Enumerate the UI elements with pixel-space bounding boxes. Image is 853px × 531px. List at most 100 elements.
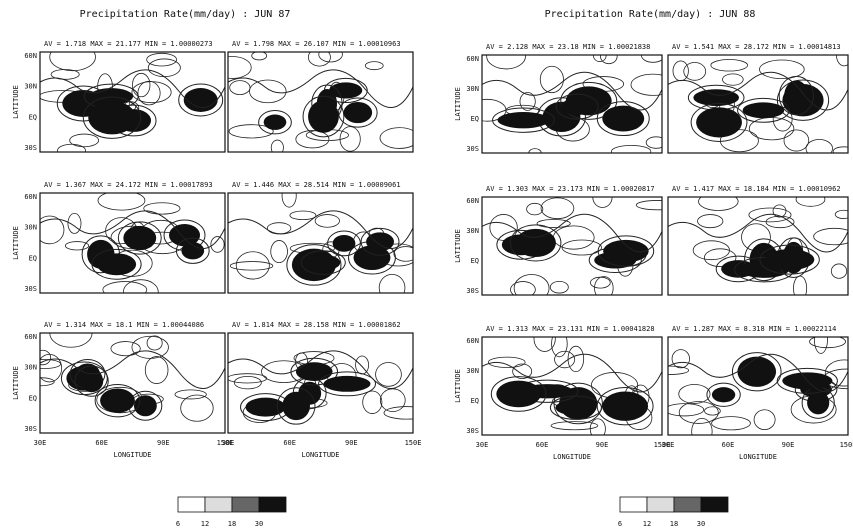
contour-line [338, 97, 378, 128]
y-tick-label: 30N [24, 83, 37, 91]
contour-line [57, 143, 86, 152]
contour-line [229, 80, 251, 95]
contour-line [776, 367, 838, 394]
contour-line [567, 345, 585, 373]
contour-line [551, 337, 568, 358]
contour-line [672, 60, 689, 82]
panel-frame [667, 196, 849, 296]
contour-line [737, 97, 790, 123]
rain-area [602, 391, 649, 421]
contour-line [144, 356, 169, 384]
contour-line [510, 281, 536, 295]
rain-area [183, 88, 218, 112]
y-tick-label: 60N [466, 337, 479, 345]
contour-line [110, 341, 141, 357]
y-tick-label: EQ [471, 115, 479, 123]
contour-line [692, 240, 730, 261]
contour-line [82, 96, 142, 139]
x-tick-label: 150E [840, 441, 853, 449]
rain-area [88, 100, 136, 135]
colorbar-swatch [619, 496, 648, 513]
contour-map [40, 52, 225, 152]
rain-area [366, 232, 395, 252]
contour-line [549, 395, 602, 420]
y-axis-label: LATITUDE [12, 226, 20, 260]
contour-line [698, 197, 739, 211]
contour-line [539, 65, 564, 94]
rain-area [245, 397, 286, 417]
rain-area [263, 114, 287, 130]
panel-frame [39, 51, 226, 153]
rain-area [79, 369, 104, 393]
contour-line [40, 358, 62, 370]
contour-line [550, 421, 599, 431]
figure-title: Precipitation Rate(mm/day) : JUN 88 [545, 9, 756, 20]
panel-header: AV = 1.287 MAX = 8.318 MIN = 1.00022114 [672, 325, 836, 333]
rain-area [711, 387, 736, 403]
contours [40, 193, 225, 293]
contours [668, 55, 848, 153]
contour-line [178, 83, 224, 117]
y-axis-label: LATITUDE [12, 366, 20, 400]
x-tick-label: 90E [782, 441, 795, 449]
contour-line [513, 274, 550, 295]
contour-line [362, 390, 383, 414]
rain-area [497, 112, 550, 129]
contours [482, 55, 662, 153]
contour-line [553, 382, 603, 425]
contour-map [228, 52, 413, 152]
contour-line [813, 337, 828, 354]
x-tick-label: 60E [722, 441, 735, 449]
panel-header: AV = 2.128 MAX = 23.18 MIN = 1.00021838 [486, 43, 650, 51]
contour-line [549, 280, 569, 294]
colorbar-swatch [177, 496, 206, 513]
contour-line [554, 350, 576, 369]
contour-line [360, 227, 400, 256]
contour-line [97, 193, 146, 211]
contour-line [704, 406, 721, 416]
contour-map [668, 337, 848, 435]
panel-header: AV = 1.446 MAX = 28.514 MIN = 1.00009061 [232, 181, 401, 189]
contour-line [174, 389, 207, 400]
contour-map [668, 55, 848, 153]
y-tick-label: 30S [466, 145, 479, 153]
rain-area [343, 101, 373, 124]
contour-line [146, 52, 178, 67]
contour-line [630, 73, 662, 96]
rain-area [742, 102, 785, 119]
contour-line [314, 214, 340, 228]
panel-frame [227, 332, 414, 434]
y-axis-label: LATITUDE [454, 369, 462, 403]
figure-title: Precipitation Rate(mm/day) : JUN 87 [80, 9, 291, 20]
contour-line [813, 227, 848, 246]
coastline [482, 71, 662, 111]
rain-area [323, 375, 371, 392]
contour-line [512, 363, 533, 380]
contour-line [91, 248, 142, 280]
contour-line [678, 401, 719, 424]
contour-line [759, 244, 820, 275]
panel-frame [481, 196, 663, 296]
contour-line [710, 59, 748, 72]
colorbar-swatch [700, 496, 729, 513]
colorbar-label: 6 [176, 520, 180, 528]
x-tick-label: 90E [157, 439, 170, 447]
y-tick-label: 30S [466, 427, 479, 435]
contour-line [50, 69, 80, 80]
panel-header: AV = 1.541 MAX = 28.172 MIN = 1.00014813 [672, 43, 841, 51]
contour-line [611, 144, 652, 153]
contour-line [378, 273, 406, 293]
panel-frame [39, 192, 226, 294]
contour-line [748, 207, 792, 223]
contour-line [691, 417, 713, 435]
contour-line [778, 75, 814, 116]
rain-area [308, 100, 339, 133]
contour-line [327, 230, 361, 257]
contour-line [678, 384, 711, 404]
contour-line [596, 386, 654, 426]
contour-line [117, 221, 162, 255]
contour-line [249, 79, 287, 104]
contour-line [235, 251, 270, 280]
contour-line [703, 248, 737, 267]
